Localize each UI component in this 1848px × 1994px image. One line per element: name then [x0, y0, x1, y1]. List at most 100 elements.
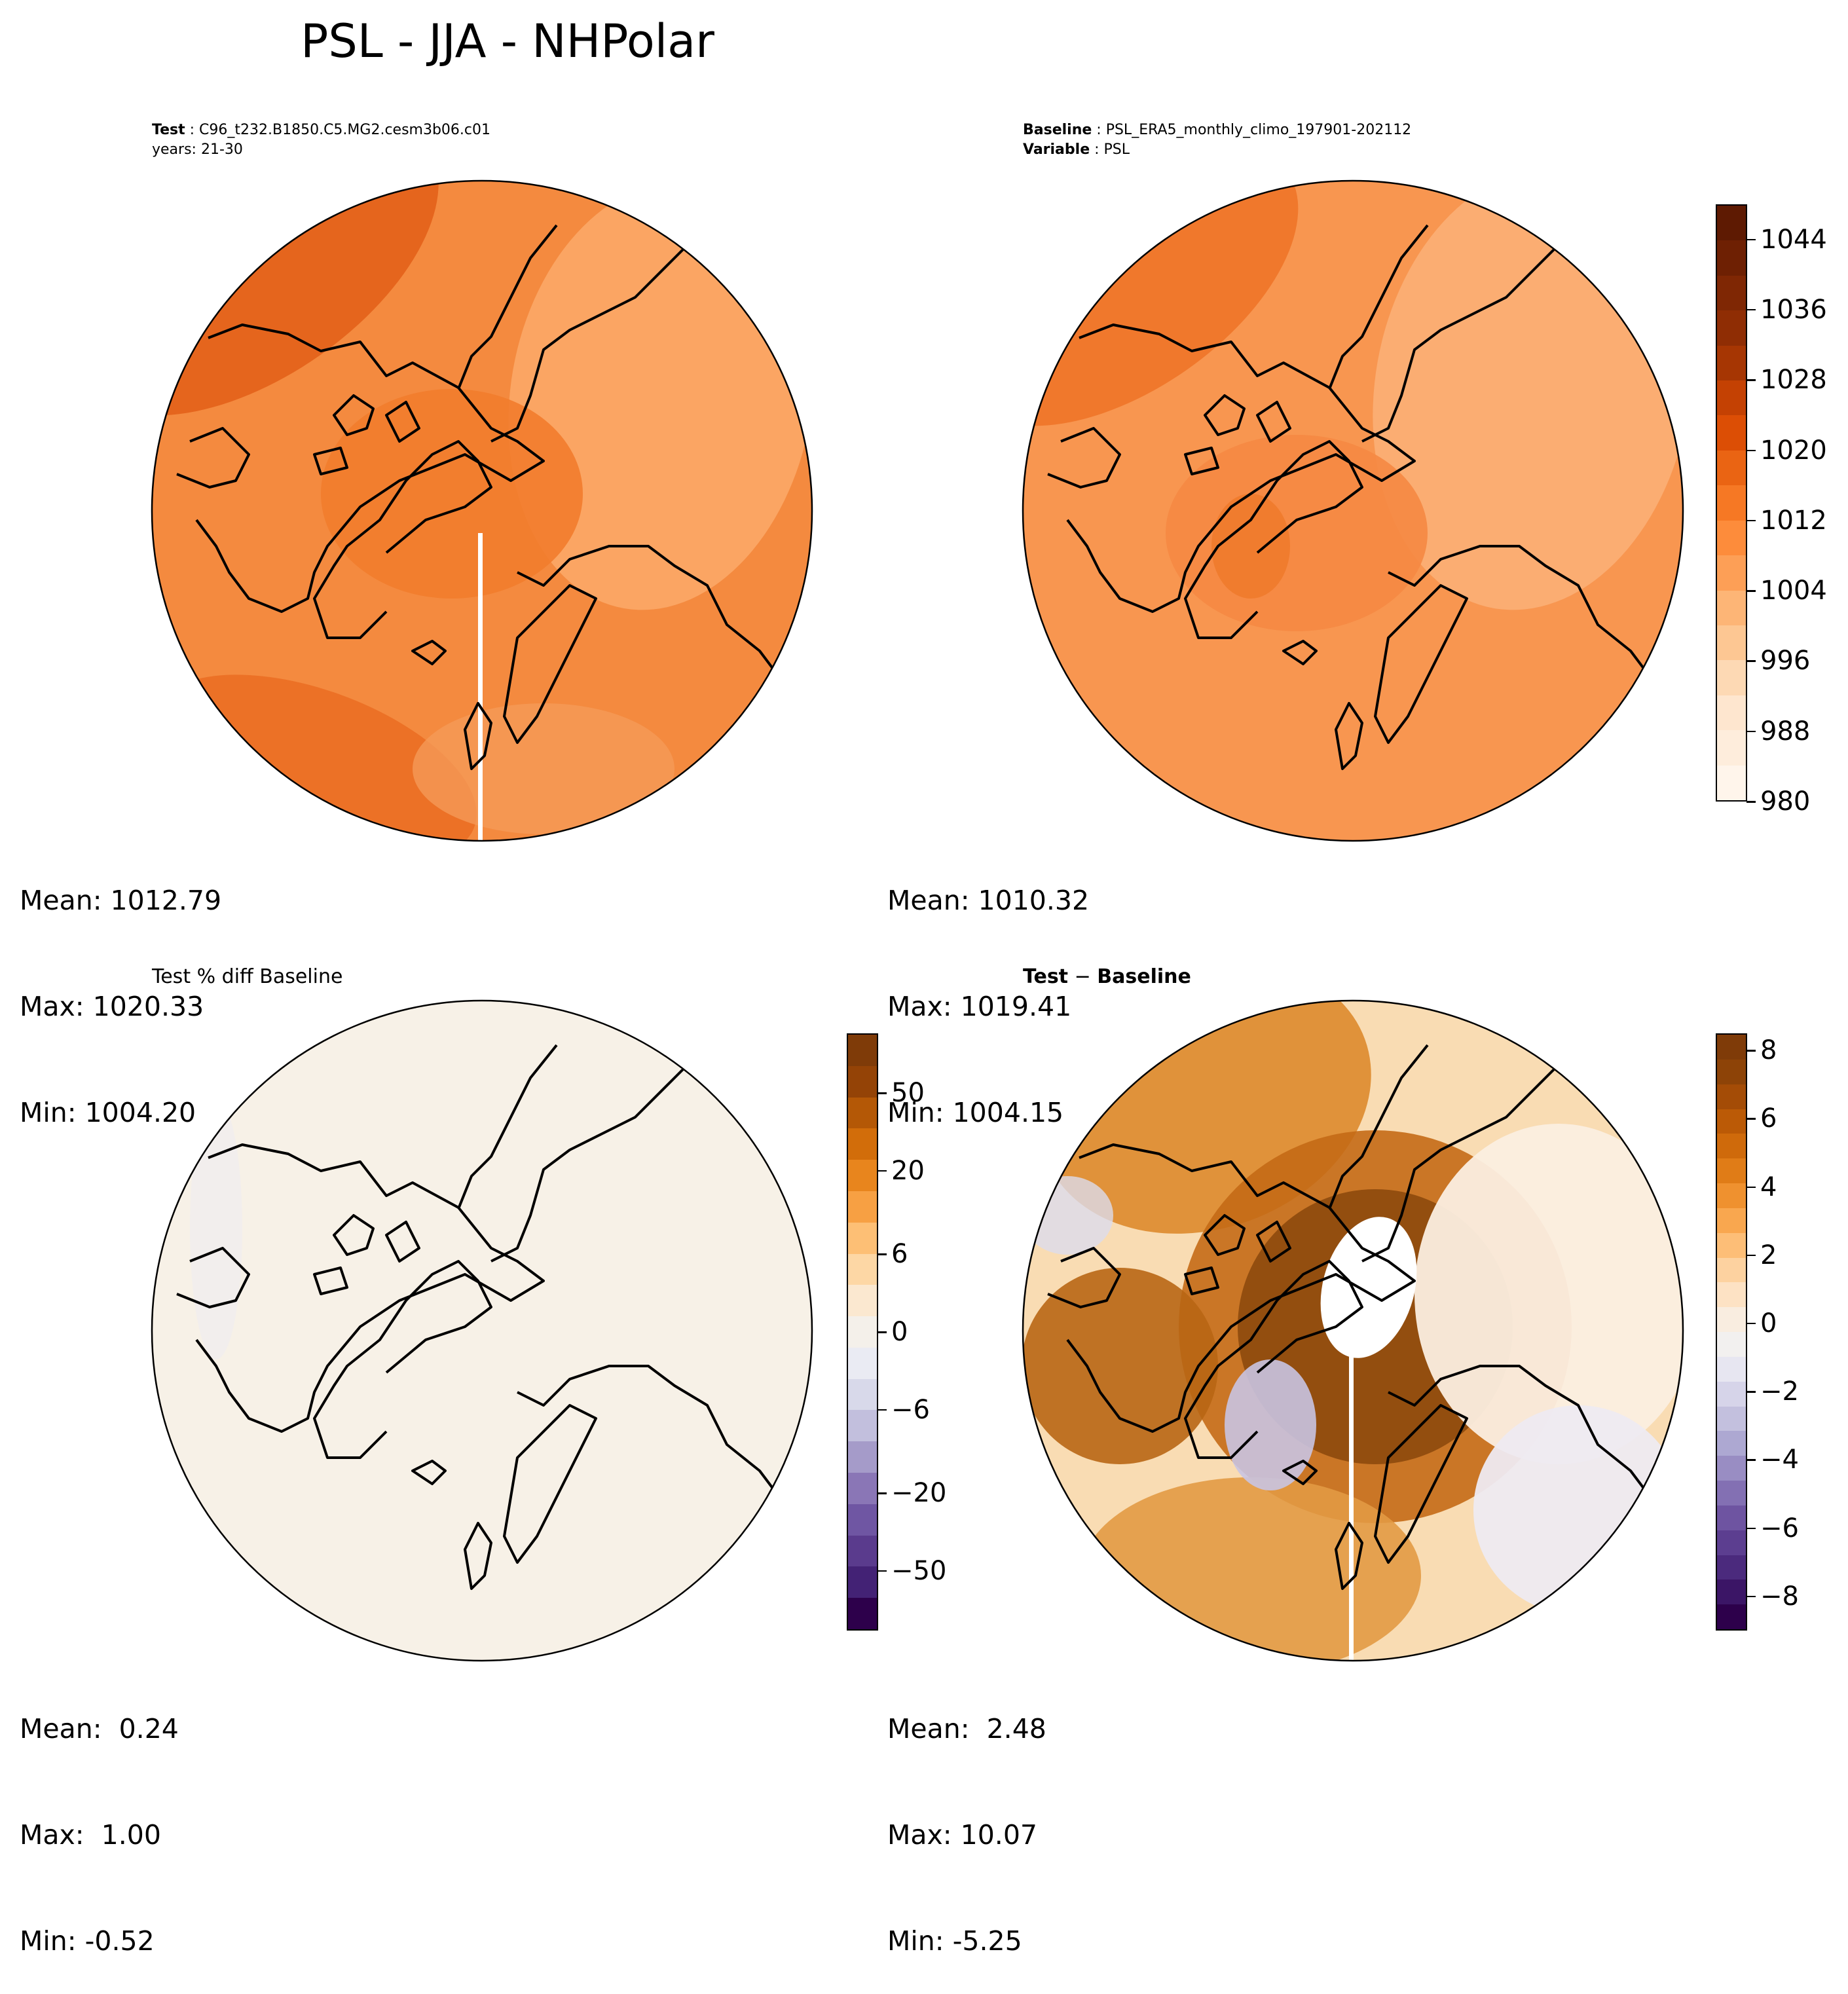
baseline-caption-value: PSL_ERA5_monthly_climo_197901-202112 — [1105, 122, 1412, 138]
colorbar-segment — [1717, 1232, 1746, 1258]
colorbar-tick-label: 988 — [1760, 716, 1811, 747]
baseline-colorbar — [1716, 204, 1747, 802]
coastline — [385, 401, 420, 443]
colorbar-segment — [1717, 1158, 1746, 1183]
map-seam — [478, 533, 483, 841]
colorbar-tick — [1746, 1595, 1756, 1598]
colorbar-tick-label: 0 — [1760, 1308, 1777, 1339]
colorbar-tick — [878, 1092, 887, 1094]
colorbar-tick — [1746, 308, 1756, 311]
colorbar-segment — [848, 1566, 877, 1598]
baseline-variable-value: PSL — [1103, 141, 1130, 158]
colorbar-segment — [1717, 1380, 1746, 1407]
map-boundary — [151, 179, 813, 842]
colorbar-tick — [1746, 1527, 1756, 1530]
colorbar-segment — [1717, 1035, 1746, 1060]
coastline — [195, 323, 545, 613]
colorbar-tick-label: 50 — [891, 1078, 925, 1109]
baseline-variable-label: Variable — [1023, 141, 1090, 158]
baseline-stats: Mean: 1010.32 Max: 1019.41 Min: 1004.15 — [887, 812, 1089, 1166]
coastline — [1184, 1260, 1363, 1459]
diff-title-sep: − — [1068, 965, 1098, 988]
map-contour-region — [1414, 1124, 1683, 1464]
colorbar-segment — [848, 1316, 877, 1348]
colorbar-segment — [848, 1221, 877, 1254]
colorbar-segment — [1717, 1356, 1746, 1382]
colorbar-tick-label: 8 — [1760, 1035, 1777, 1066]
colorbar-segment — [1717, 449, 1746, 486]
colorbar-segment — [1717, 240, 1746, 276]
map-contour-region — [1023, 1268, 1218, 1464]
diff-colorbar — [1716, 1033, 1747, 1631]
coastline — [176, 427, 250, 489]
colorbar-segment — [848, 1096, 877, 1129]
colorbar-tick-label: −6 — [891, 1394, 930, 1425]
colorbar-tick — [1746, 1391, 1756, 1393]
coastline — [1184, 440, 1363, 639]
colorbar-tick-label: 0 — [891, 1317, 908, 1347]
colorbar-tick-label: 6 — [1760, 1103, 1777, 1134]
colorbar-segment — [1717, 415, 1746, 451]
coastline — [1328, 224, 1429, 390]
colorbar-segment — [848, 1128, 877, 1160]
colorbar-segment — [1717, 555, 1746, 591]
map-contour-region — [1225, 1359, 1316, 1490]
pctdiff-min: Min: -0.52 — [20, 1925, 155, 1957]
colorbar-segment — [1717, 1183, 1746, 1208]
map-contour-region — [321, 389, 583, 599]
coastline — [411, 640, 447, 665]
colorbar-tick-label: −4 — [1760, 1445, 1799, 1475]
colorbar-tick — [1746, 379, 1756, 381]
colorbar-segment — [1717, 729, 1746, 766]
colorbar-segment — [848, 1284, 877, 1317]
coastline — [1256, 401, 1291, 443]
colorbar-tick — [1746, 590, 1756, 592]
map-contour-region — [190, 1098, 242, 1359]
coastline — [1282, 1460, 1318, 1485]
colorbar-segment — [848, 1159, 877, 1191]
coastline — [503, 1404, 597, 1564]
colorbar-segment — [1717, 1579, 1746, 1605]
colorbar-tick-label: −8 — [1760, 1581, 1799, 1612]
pctdiff-colorbar — [847, 1033, 878, 1631]
test-caption: Test : C96_t232.B1850.C5.MG2.cesm3b06.c0… — [152, 120, 490, 160]
colorbar-segment — [848, 1503, 877, 1536]
map-contour-region — [1166, 435, 1428, 631]
colorbar-segment — [1717, 1331, 1746, 1357]
coastline — [517, 1365, 781, 1498]
colorbar-tick-label: −50 — [891, 1555, 947, 1586]
colorbar-segment — [848, 1346, 877, 1379]
colorbar-tick — [878, 1170, 887, 1172]
colorbar-tick — [1746, 238, 1756, 241]
coastline — [1388, 545, 1652, 678]
colorbar-segment — [1717, 1455, 1746, 1481]
colorbar-tick — [1746, 660, 1756, 662]
coastline — [517, 545, 781, 678]
baseline-caption-label: Baseline — [1023, 122, 1092, 138]
diff-stats: Mean: 2.48 Max: 10.07 Min: -5.25 — [887, 1640, 1046, 1994]
colorbar-tick — [1746, 519, 1756, 522]
coastline — [1066, 323, 1416, 613]
coastline — [1388, 1365, 1652, 1498]
pctdiff-max: Max: 1.00 — [20, 1819, 161, 1851]
colorbar-tick-label: 1012 — [1760, 505, 1827, 536]
coastline — [1184, 447, 1219, 475]
coastline — [1204, 1214, 1246, 1256]
coastline — [503, 584, 597, 744]
map-seam — [1349, 1353, 1354, 1661]
colorbar-segment — [1717, 1430, 1746, 1456]
colorbar-segment — [1717, 1207, 1746, 1233]
map-boundary — [1022, 999, 1684, 1662]
colorbar-tick-label: 6 — [891, 1239, 908, 1270]
colorbar-segment — [1717, 1554, 1746, 1580]
figure-title: PSL - JJA - NHPolar — [301, 14, 714, 68]
colorbar-tick — [878, 1331, 887, 1333]
map-contour-region — [1211, 494, 1290, 599]
colorbar-tick — [1746, 1322, 1756, 1325]
colorbar-segment — [1717, 659, 1746, 695]
coastline — [1184, 1266, 1219, 1295]
colorbar-tick-label: 980 — [1760, 786, 1811, 817]
colorbar-tick — [878, 1492, 887, 1494]
coastline — [411, 1460, 447, 1485]
colorbar-segment — [1717, 589, 1746, 625]
